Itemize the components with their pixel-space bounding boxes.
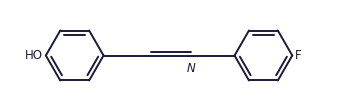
Text: HO: HO: [25, 49, 43, 62]
Text: F: F: [295, 49, 301, 62]
Text: N: N: [186, 62, 195, 75]
